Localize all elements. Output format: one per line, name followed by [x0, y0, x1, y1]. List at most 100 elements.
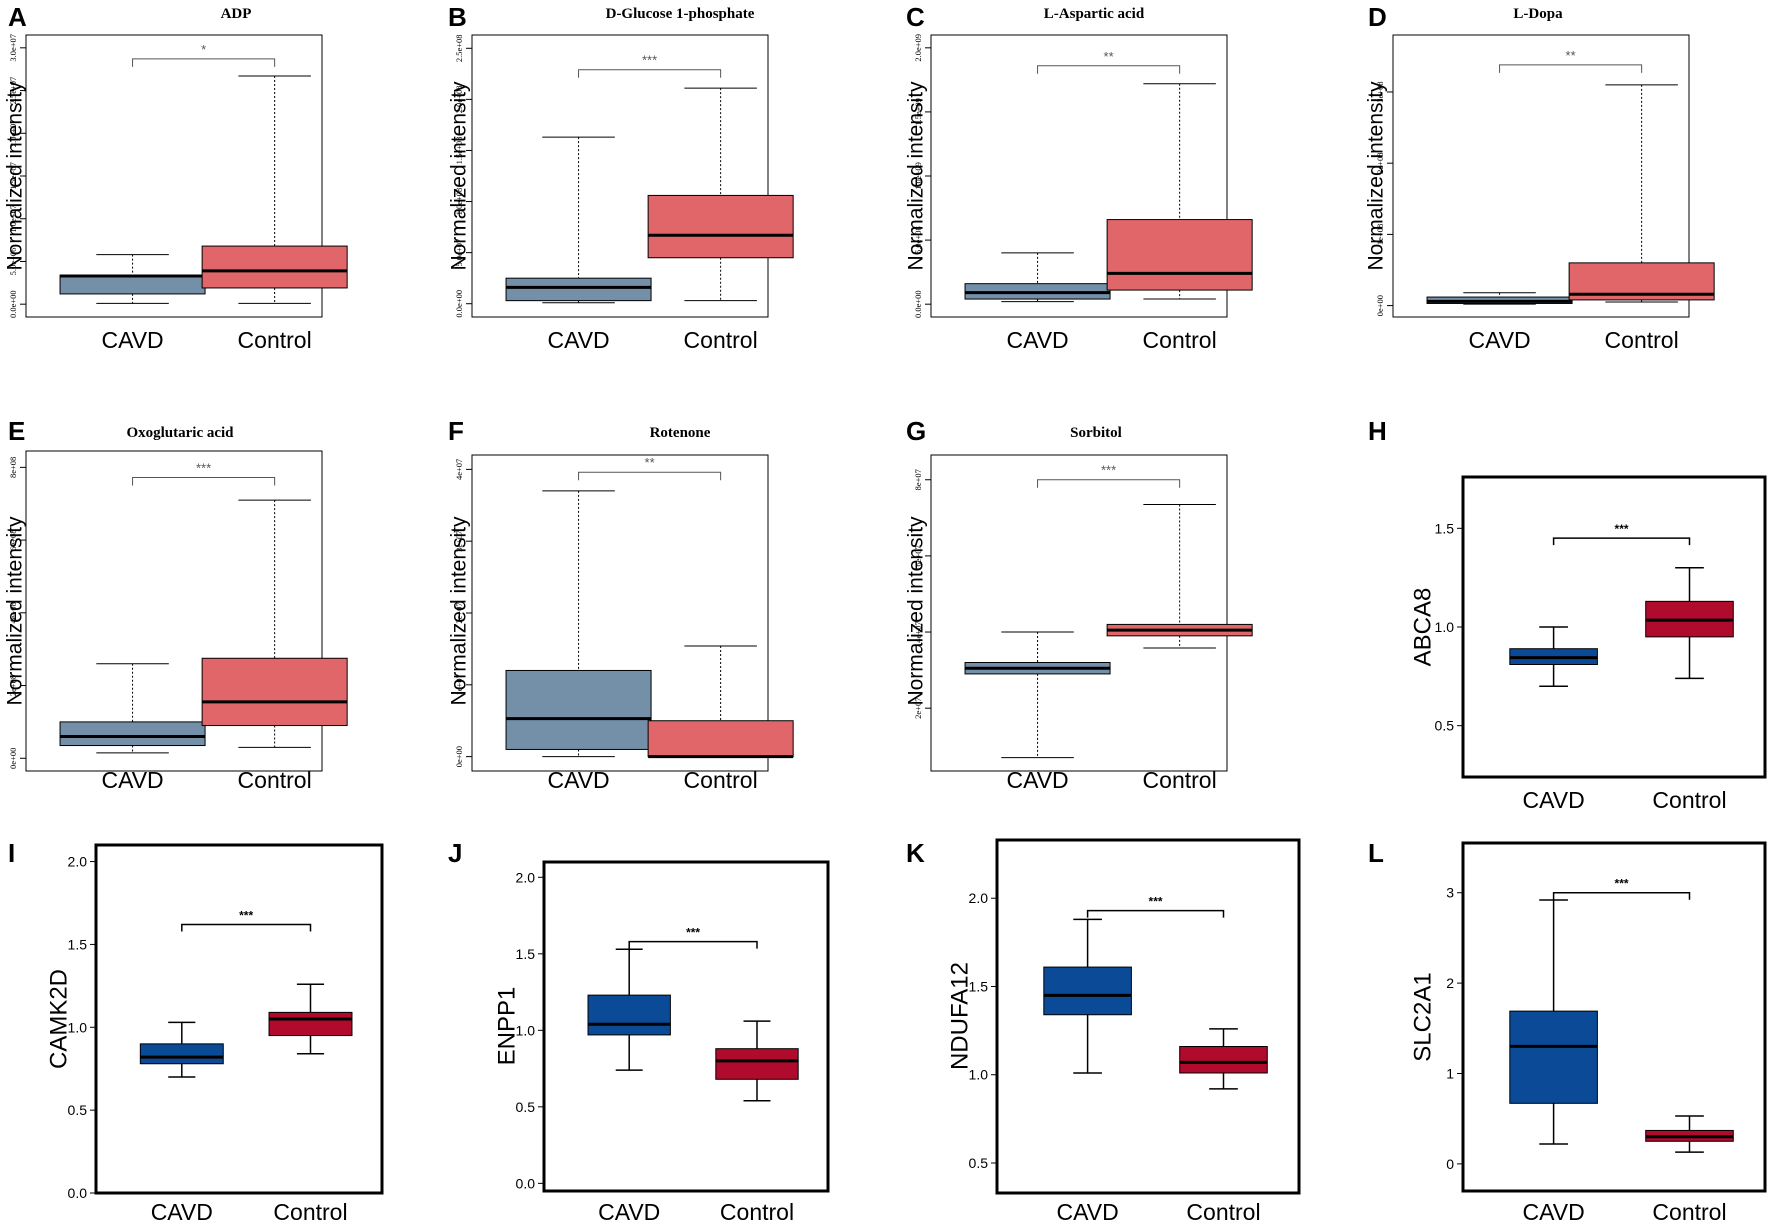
plot-frame [542, 860, 830, 1193]
iqr-box [1106, 219, 1253, 291]
significance-bracket [132, 58, 276, 67]
significance-label: *** [686, 926, 700, 940]
box-control [1106, 503, 1253, 649]
chart-title: Rotenone [650, 425, 711, 441]
panel-h: H 0.5 1.0 1.5 ABCA8 CAVD Control *** [1368, 416, 1767, 813]
y-tick-label: 5.0e+08 [913, 226, 923, 254]
x-tick-label: Control [1652, 1199, 1726, 1223]
significance-bracket [1086, 909, 1225, 918]
y-tick-label: 1e+08 [1375, 224, 1385, 245]
x-tick-label: Control [684, 327, 758, 353]
y-tick-label: 0e+00 [1375, 295, 1385, 316]
x-tick-label: CAVD [547, 767, 609, 793]
y-axis-label: Normalized intensity [4, 81, 27, 271]
y-tick-label: 2e+07 [454, 602, 464, 623]
y-tick-label: 1.5 [969, 978, 989, 994]
y-tick-label: 0.0e+00 [913, 290, 923, 318]
plot-frame [25, 450, 323, 772]
x-tick-label: CAVD [1006, 767, 1068, 793]
panel-j: J 0.0 0.5 1.0 1.5 2.0 ENPP1 CAVD Control *** [448, 838, 830, 1223]
plot-frame [930, 454, 1228, 772]
y-tick-label: 5.0e+07 [454, 239, 464, 267]
y-axis-label: ABCA8 [1409, 588, 1436, 667]
significance-label: *** [1615, 522, 1629, 536]
panel-c: C L-Aspartic acid 0.0e+00 5.0e+08 1.0e+09 1.5… [905, 2, 1253, 353]
panel-k: K 0.5 1.0 1.5 2.0 NDUFA12 CAVD Control *** [906, 838, 1301, 1223]
y-tick-label: 1.0 [1435, 619, 1455, 635]
chart-title: Oxoglutaric acid [126, 425, 234, 441]
panel-b: B D-Glucose 1-phosphate 0.0e+00 5.0e+07 1.0e… [448, 2, 794, 353]
box-control [647, 645, 794, 759]
panel-letter: D [1368, 2, 1387, 32]
iqr-box [647, 720, 794, 758]
y-tick-label: 0e+00 [8, 748, 18, 769]
box-cavd [587, 948, 671, 1071]
panel-g: G Sorbitol 2e+07 4e+07 6e+07 8e+07 Normalized … [905, 416, 1253, 793]
box-control [715, 1020, 799, 1102]
box-control [201, 499, 348, 748]
y-tick-label: 1.0e+09 [913, 162, 923, 190]
box-cavd [59, 254, 206, 304]
x-tick-label: Control [1143, 327, 1217, 353]
y-axis-label: SLC2A1 [1409, 972, 1436, 1061]
significance-bracket [1499, 64, 1643, 73]
y-axis-label: NDUFA12 [946, 962, 973, 1070]
box-cavd [1509, 626, 1598, 687]
y-tick-label: 2.0e+09 [913, 34, 923, 62]
y-axis-label: Normalized intensity [1365, 81, 1388, 271]
panel-l: L 0 1 2 3 SLC2A1 CAVD Control *** [1368, 838, 1767, 1223]
y-tick-label: 3e+07 [454, 531, 464, 552]
y-axis-label: Normalized intensity [905, 516, 928, 706]
plot-frame [471, 34, 769, 318]
y-tick-label: 0 [1446, 1156, 1454, 1172]
significance-label: *** [1149, 895, 1163, 909]
chart-title: L-Aspartic acid [1044, 6, 1145, 22]
box-control [201, 75, 348, 304]
iqr-box [139, 1043, 224, 1065]
significance-label: *** [1615, 877, 1629, 891]
significance-bracket [1037, 479, 1181, 488]
x-tick-label: CAVD [101, 327, 163, 353]
box-cavd [964, 252, 1111, 303]
significance-bracket [628, 940, 758, 949]
iqr-box [201, 245, 348, 289]
panel-a: A ADP 0.0e+00 5.0e+06 1.0e+07 1.5e+07 2.0e+07 2… [4, 2, 348, 353]
y-tick-label: 2.0 [68, 854, 88, 870]
y-tick-label: 0.5 [68, 1102, 88, 1118]
significance-bracket [578, 69, 722, 78]
x-tick-label: Control [1143, 767, 1217, 793]
panel-letter: K [906, 838, 925, 868]
y-tick-label: 2e+07 [913, 698, 923, 719]
panel-f: F Rotenone 0e+00 1e+07 2e+07 3e+07 4e+07 Normal… [448, 416, 794, 793]
y-tick-label: 1.5 [1435, 520, 1455, 536]
y-tick-label: 1.5 [516, 946, 536, 962]
y-axis-label: Normalized intensity [448, 81, 471, 271]
y-axis-label: Normalized intensity [448, 516, 471, 706]
box-cavd [1043, 918, 1132, 1074]
chart-title: Sorbitol [1070, 425, 1122, 441]
y-tick-label: 2.0e+07 [8, 119, 18, 147]
y-tick-label: 1.0 [68, 1019, 88, 1035]
box-cavd [505, 490, 652, 758]
significance-bracket [1552, 537, 1691, 546]
significance-label: *** [642, 53, 657, 68]
y-tick-label: 0.0 [68, 1185, 88, 1201]
y-tick-label: 2.5e+08 [454, 34, 464, 62]
y-tick-label: 3 [1446, 885, 1454, 901]
significance-label: *** [1101, 463, 1116, 478]
significance-bracket [132, 477, 276, 486]
box-cavd [1509, 899, 1598, 1145]
panel-letter: F [448, 416, 464, 446]
y-tick-label: 8e+08 [8, 457, 18, 478]
y-tick-label: 0.0e+00 [8, 290, 18, 318]
panel-letter: G [906, 416, 926, 446]
panel-letter: J [448, 838, 462, 868]
iqr-box [715, 1048, 799, 1080]
y-tick-label: 2.5e+07 [8, 77, 18, 105]
y-tick-label: 3.0e+07 [8, 34, 18, 62]
y-tick-label: 1 [1446, 1065, 1454, 1081]
x-tick-label: Control [238, 767, 312, 793]
box-cavd [964, 631, 1111, 759]
significance-label: ** [645, 455, 655, 470]
